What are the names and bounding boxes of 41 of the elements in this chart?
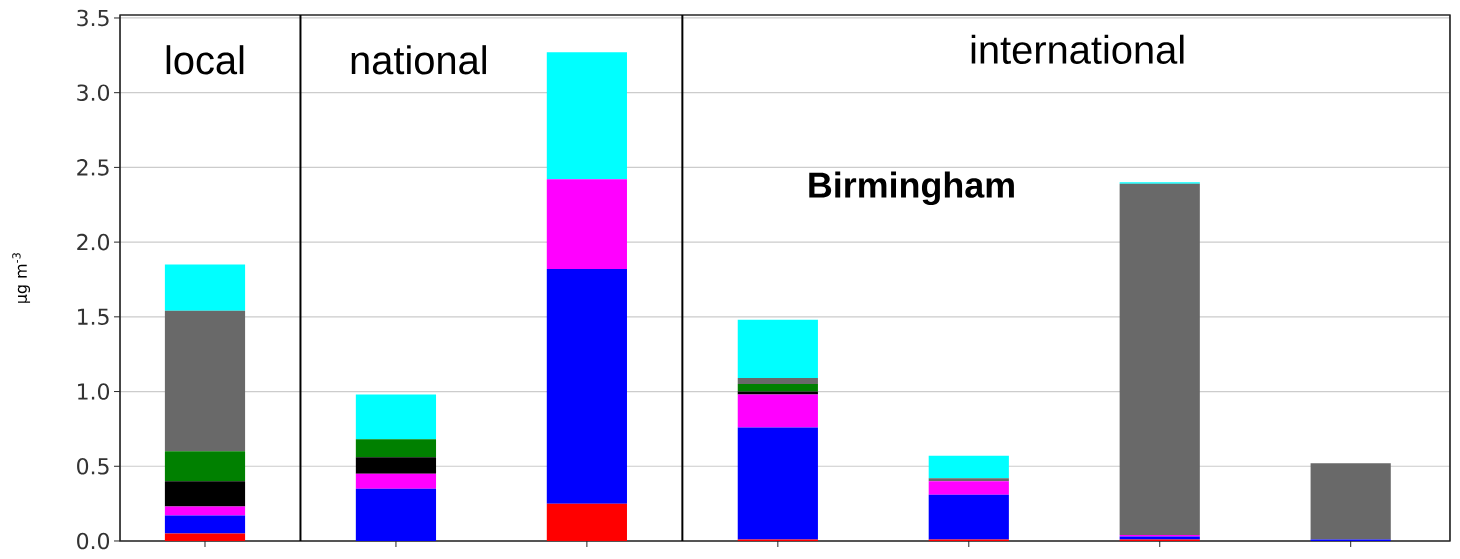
bar <box>737 394 818 428</box>
annotation: Birmingham <box>809 171 1014 206</box>
bar <box>164 451 246 482</box>
bar <box>164 264 246 311</box>
annotation: international <box>971 34 1184 64</box>
bar <box>928 455 1009 479</box>
bar <box>164 481 246 507</box>
y-tick-label: 3.0 <box>77 84 110 101</box>
bar <box>737 319 818 379</box>
y-axis-title: μg m$^{-3}$ <box>12 253 31 303</box>
y-tick-label: 2.5 <box>77 159 109 176</box>
y-tick-label: 3.5 <box>77 9 109 27</box>
bar <box>928 481 1009 495</box>
y-tick-label: 1.5 <box>78 308 109 325</box>
bar <box>164 515 246 534</box>
bar <box>355 394 437 440</box>
bar <box>737 378 818 385</box>
y-tick-label: 2.0 <box>77 233 110 251</box>
bar <box>1310 463 1391 540</box>
bar <box>164 533 246 541</box>
annotation: national <box>351 45 486 75</box>
bar <box>737 391 818 395</box>
bar <box>737 427 818 540</box>
bar <box>164 310 246 452</box>
y-tick-label: 0.5 <box>77 457 109 475</box>
bar <box>355 457 437 474</box>
bar <box>355 473 437 489</box>
bar <box>546 179 627 270</box>
bar <box>355 439 437 458</box>
y-tick-label: 0.0 <box>77 532 110 550</box>
y-tick-label: 1.0 <box>78 383 110 400</box>
bar <box>164 506 246 516</box>
bar <box>737 384 818 392</box>
bar <box>546 52 627 180</box>
bar <box>928 494 1009 540</box>
annotation: local <box>166 45 244 75</box>
bar <box>928 478 1009 482</box>
bar <box>1119 183 1200 536</box>
bar <box>355 488 437 541</box>
bar <box>546 269 627 504</box>
bar <box>546 503 627 541</box>
